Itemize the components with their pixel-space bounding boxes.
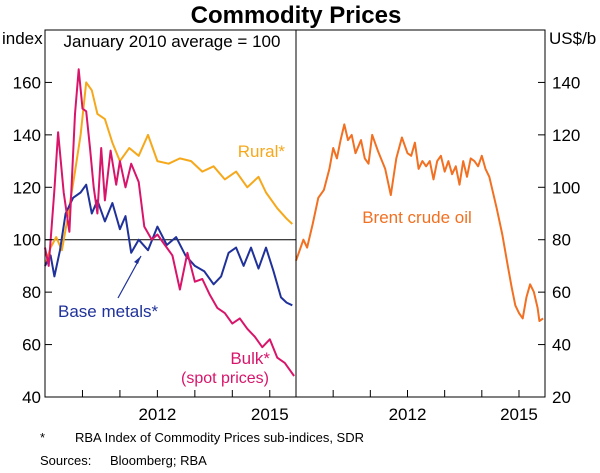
x-tick-label: 2015 <box>251 405 289 424</box>
left-y-tick-label: 60 <box>22 336 41 355</box>
base-metals-pointer-arrowhead <box>134 256 141 264</box>
left-y-tick-label: 140 <box>13 126 41 145</box>
series-line-brent-crude-oil <box>295 123 544 322</box>
right-y-tick-label: 100 <box>552 178 580 197</box>
left-axis-unit-label: index <box>2 29 43 48</box>
bulk-series-sublabel: (spot prices) <box>181 370 269 387</box>
right-y-tick-label: 40 <box>552 336 571 355</box>
chart-title: Commodity Prices <box>191 2 402 29</box>
right-y-tick-label: 60 <box>552 283 571 302</box>
axis-ticks: 40 60 80 100 120 140 160 2012 2015 20 40 60 80 100 120… <box>13 73 581 424</box>
left-y-tick-label: 80 <box>22 283 41 302</box>
footnote-text: RBA Index of Commodity Prices sub-indice… <box>75 430 364 445</box>
right-y-tick-label: 140 <box>552 73 580 92</box>
left-y-tick-label: 100 <box>13 231 41 250</box>
series-layer <box>44 68 544 377</box>
series-line-bulk <box>44 68 295 377</box>
series-line-base-metals <box>44 183 293 307</box>
left-y-tick-label: 40 <box>22 388 41 407</box>
right-y-tick-label: 120 <box>552 126 580 145</box>
bulk-series-label: Bulk* <box>230 349 270 368</box>
base-metals-series-label: Base metals* <box>58 302 159 321</box>
left-y-tick-label: 160 <box>13 73 41 92</box>
right-y-tick-label: 20 <box>552 388 571 407</box>
plot-frame <box>44 29 546 398</box>
sources-text: Bloomberg; RBA <box>110 453 207 468</box>
x-tick-label: 2012 <box>389 405 427 424</box>
brent-series-label: Brent crude oil <box>362 208 472 227</box>
right-y-tick-label: 80 <box>552 231 571 250</box>
rural-series-label: Rural* <box>238 142 286 161</box>
baseline-annotation: January 2010 average = 100 <box>64 32 281 51</box>
left-y-tick-label: 120 <box>13 178 41 197</box>
series-line-rural <box>44 81 293 267</box>
x-tick-label: 2015 <box>500 405 538 424</box>
footnote-marker: * <box>40 430 45 445</box>
sources-label: Sources: <box>40 453 91 468</box>
x-tick-label: 2012 <box>138 405 176 424</box>
right-axis-unit-label: US$/b <box>549 29 596 48</box>
